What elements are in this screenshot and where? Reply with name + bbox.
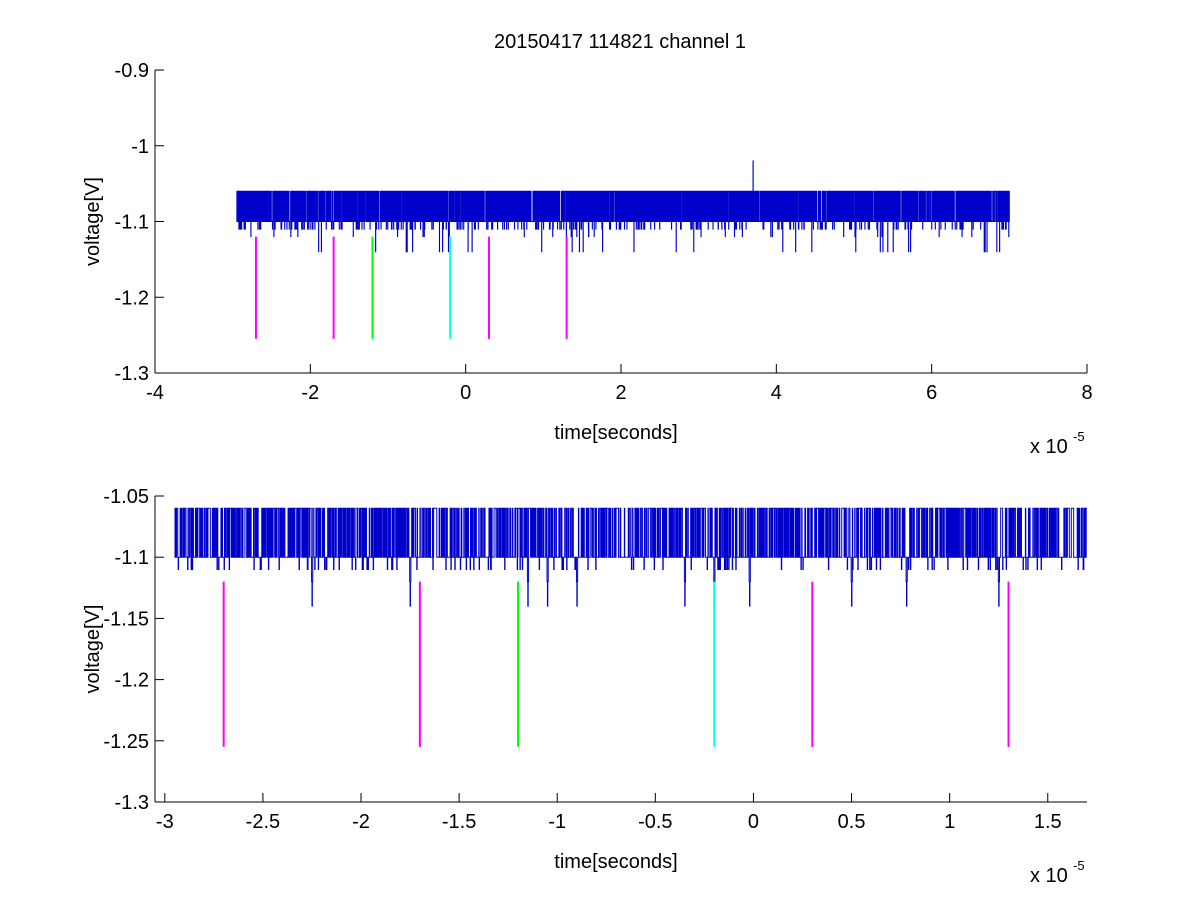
y-tick-label: -0.9 (115, 60, 149, 82)
y-tick-label: -1.2 (115, 670, 149, 692)
y-tick-label: -1.15 (103, 608, 149, 630)
x-tick-label: 8 (1081, 382, 1092, 404)
x-multiplier-label: x 10 (1030, 436, 1068, 458)
x-tick-label: 1.5 (1034, 811, 1062, 833)
y-tick-label: -1 (131, 136, 149, 158)
y-tick-label: -1.3 (115, 792, 149, 814)
y-tick-label: -1.05 (103, 486, 149, 508)
x-tick-label: 1 (944, 811, 955, 833)
x-multiplier-exponent: -5 (1073, 858, 1085, 873)
y-tick-label: -1.1 (115, 547, 149, 569)
x-tick-label: -2 (301, 382, 319, 404)
x-tick-label: -0.5 (638, 811, 672, 833)
y-axis-label: voltage[V] (82, 177, 104, 266)
x-tick-label: 0 (748, 811, 759, 833)
y-tick-label: -1.3 (115, 363, 149, 385)
x-tick-label: -4 (146, 382, 164, 404)
x-tick-label: 2 (615, 382, 626, 404)
x-tick-label: 6 (926, 382, 937, 404)
x-axis-label: time[seconds] (554, 422, 677, 444)
x-tick-label: 0.5 (838, 811, 866, 833)
x-tick-label: 4 (771, 382, 782, 404)
x-axis-label: time[seconds] (554, 851, 677, 873)
figure-title: 20150417 114821 channel 1 (494, 31, 746, 53)
x-tick-label: 0 (460, 382, 471, 404)
y-tick-label: -1.2 (115, 287, 149, 309)
voltage-trace (236, 160, 1010, 253)
y-axis-label: voltage[V] (82, 605, 104, 694)
y-tick-label: -1.1 (115, 212, 149, 234)
y-tick-label: -1.25 (103, 731, 149, 753)
top-panel: -1.3 -1.2 -1.1 -1 -0.9 -4 -2 0 2 4 6 8 time[seconds]… (82, 60, 1093, 458)
x-tick-label: -2.5 (246, 811, 280, 833)
voltage-trace (174, 507, 1087, 607)
x-tick-label: -1.5 (442, 811, 476, 833)
bottom-panel: -1.3 -1.25 -1.2 -1.15 -1.1 -1.05 -3 -2.5 -2 -1.5 -… (82, 486, 1087, 887)
x-multiplier-exponent: -5 (1073, 429, 1085, 444)
x-tick-label: -3 (156, 811, 174, 833)
x-tick-label: -2 (352, 811, 370, 833)
x-multiplier-label: x 10 (1030, 865, 1068, 887)
x-tick-label: -1 (548, 811, 566, 833)
